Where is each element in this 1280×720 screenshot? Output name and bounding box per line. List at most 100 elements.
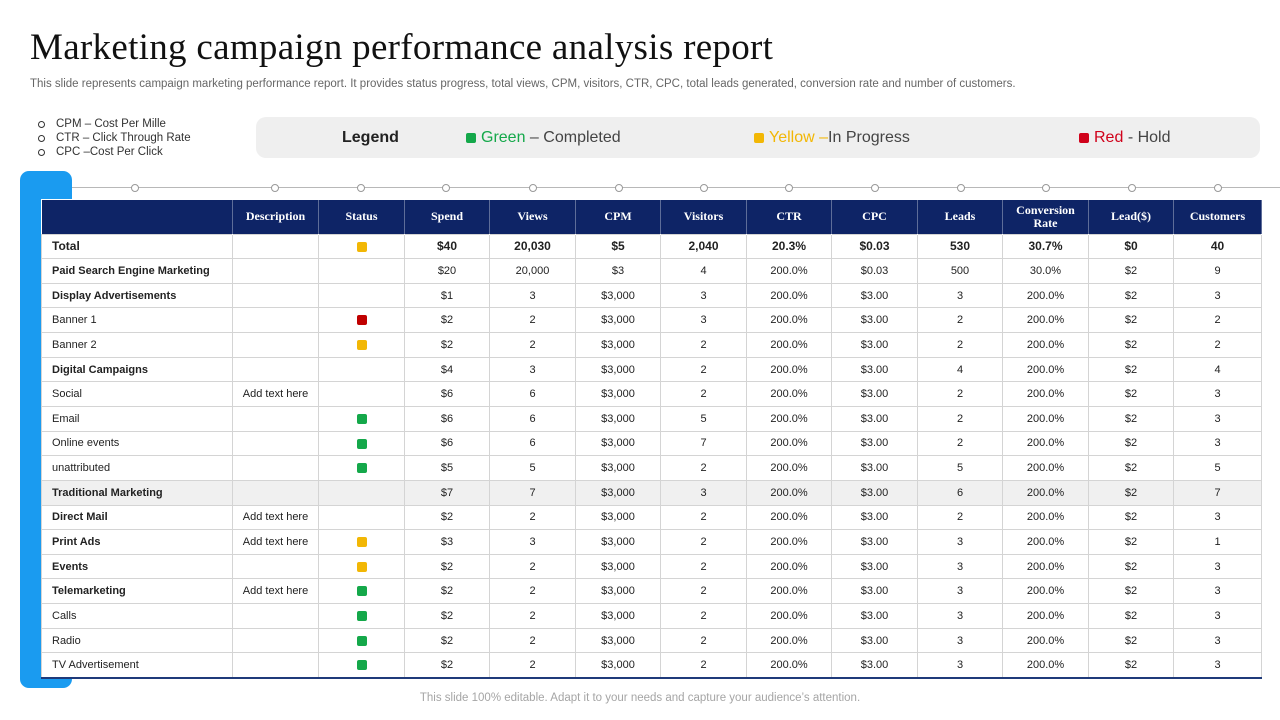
cell-ctr: 200.0% xyxy=(746,578,832,605)
cell-leads: 3 xyxy=(917,603,1003,629)
cell-leads: 3 xyxy=(917,529,1003,555)
yellow-status-icon xyxy=(356,537,367,548)
table-row: Display Advertisements $1 3 $3,000 3 200.0% $3… xyxy=(41,282,1262,309)
cell-status xyxy=(318,307,405,334)
column-header: Views xyxy=(489,200,576,234)
cell-ctr: 200.0% xyxy=(746,307,832,334)
cell-spend: $4 xyxy=(404,356,490,383)
cell-views: 20,030 xyxy=(489,233,576,260)
cell-spend: $6 xyxy=(404,430,490,457)
cell-conv: 200.0% xyxy=(1002,405,1089,432)
cell-visitors: 2 xyxy=(660,504,747,531)
cell-lead_d: $2 xyxy=(1088,430,1174,457)
row-label: Radio xyxy=(41,627,233,654)
cell-cpm: $3,000 xyxy=(575,455,661,481)
cell-cpc: $3.00 xyxy=(831,282,918,309)
yellow-status-icon xyxy=(356,561,367,572)
green-square-icon xyxy=(466,133,476,143)
cell-ctr: 200.0% xyxy=(746,479,832,506)
cell-lead_d: $2 xyxy=(1088,627,1174,654)
cell-status xyxy=(318,258,405,284)
cell-visitors: 2 xyxy=(660,381,747,407)
cell-spend: $40 xyxy=(404,233,490,260)
cell-visitors: 2 xyxy=(660,529,747,555)
table-row: Traditional Marketing $7 7 $3,000 3 200.0% $3.… xyxy=(41,479,1262,506)
cell-status xyxy=(318,627,405,654)
cell-cpm: $3,000 xyxy=(575,627,661,654)
cell-lead_d: $2 xyxy=(1088,258,1174,284)
cell-customers: 4 xyxy=(1173,356,1262,383)
cell-ctr: 200.0% xyxy=(746,652,832,679)
cell-ctr: 200.0% xyxy=(746,627,832,654)
cell-cpm: $3,000 xyxy=(575,479,661,506)
cell-status xyxy=(318,652,405,679)
cell-conv: 30.0% xyxy=(1002,258,1089,284)
yellow-status-icon xyxy=(356,242,367,253)
cell-spend: $2 xyxy=(404,553,490,580)
green-status-icon xyxy=(356,586,367,597)
table-row: unattributed $5 5 $3,000 2 200.0% $3.00 5 200.0%… xyxy=(41,455,1262,481)
table-row: Total $40 20,030 $5 2,040 20.3% $0.03 530 30.7% $… xyxy=(41,233,1262,260)
cell-conv: 200.0% xyxy=(1002,455,1089,481)
cell-cpc: $3.00 xyxy=(831,652,918,679)
column-header xyxy=(41,200,233,234)
cell-cpm: $3,000 xyxy=(575,603,661,629)
row-label: TV Advertisement xyxy=(41,652,233,679)
cell-conv: 30.7% xyxy=(1002,233,1089,260)
cell-views: 3 xyxy=(489,356,576,383)
cell-views: 6 xyxy=(489,405,576,432)
cell-desc xyxy=(232,258,319,284)
cell-conv: 200.0% xyxy=(1002,652,1089,679)
timeline-dot xyxy=(271,184,279,192)
cell-cpc: $3.00 xyxy=(831,356,918,383)
cell-views: 2 xyxy=(489,603,576,629)
cell-cpm: $3,000 xyxy=(575,381,661,407)
cell-ctr: 200.0% xyxy=(746,405,832,432)
cell-status xyxy=(318,405,405,432)
cell-cpc: $3.00 xyxy=(831,627,918,654)
cell-desc xyxy=(232,479,319,506)
table-row: Telemarketing Add text here $2 2 $3,000 2 200.… xyxy=(41,578,1262,605)
cell-visitors: 2 xyxy=(660,455,747,481)
cell-cpm: $5 xyxy=(575,233,661,260)
abbreviation-item: CPM – Cost Per Mille xyxy=(38,117,191,131)
column-header: Conversion Rate xyxy=(1002,200,1089,234)
row-label: Online events xyxy=(41,430,233,457)
cell-visitors: 2,040 xyxy=(660,233,747,260)
cell-conv: 200.0% xyxy=(1002,381,1089,407)
cell-desc: Add text here xyxy=(232,578,319,605)
timeline-dot xyxy=(1042,184,1050,192)
cell-status xyxy=(318,553,405,580)
timeline-line xyxy=(72,187,1280,188)
row-label: Total xyxy=(41,233,233,260)
cell-views: 6 xyxy=(489,430,576,457)
cell-views: 2 xyxy=(489,307,576,334)
cell-cpc: $0.03 xyxy=(831,233,918,260)
cell-customers: 3 xyxy=(1173,381,1262,407)
cell-desc xyxy=(232,455,319,481)
cell-conv: 200.0% xyxy=(1002,356,1089,383)
cell-desc xyxy=(232,356,319,383)
cell-spend: $7 xyxy=(404,479,490,506)
cell-customers: 9 xyxy=(1173,258,1262,284)
green-status-icon xyxy=(356,611,367,622)
cell-views: 2 xyxy=(489,332,576,358)
cell-cpm: $3,000 xyxy=(575,529,661,555)
cell-visitors: 4 xyxy=(660,258,747,284)
cell-visitors: 2 xyxy=(660,578,747,605)
cell-leads: 530 xyxy=(917,233,1003,260)
cell-cpc: $3.00 xyxy=(831,405,918,432)
cell-spend: $1 xyxy=(404,282,490,309)
cell-customers: 2 xyxy=(1173,307,1262,334)
cell-visitors: 2 xyxy=(660,553,747,580)
table-row: Digital Campaigns $4 3 $3,000 2 200.0% $3.00 4 2… xyxy=(41,356,1262,383)
timeline-dot xyxy=(1128,184,1136,192)
legend-box: Legend Green – Completed Yellow – In Prog… xyxy=(256,117,1260,158)
row-label: unattributed xyxy=(41,455,233,481)
cell-cpc: $3.00 xyxy=(831,504,918,531)
cell-cpc: $3.00 xyxy=(831,553,918,580)
cell-spend: $2 xyxy=(404,504,490,531)
cell-leads: 5 xyxy=(917,455,1003,481)
cell-cpc: $3.00 xyxy=(831,529,918,555)
legend-item-green: Green – Completed xyxy=(466,129,621,147)
